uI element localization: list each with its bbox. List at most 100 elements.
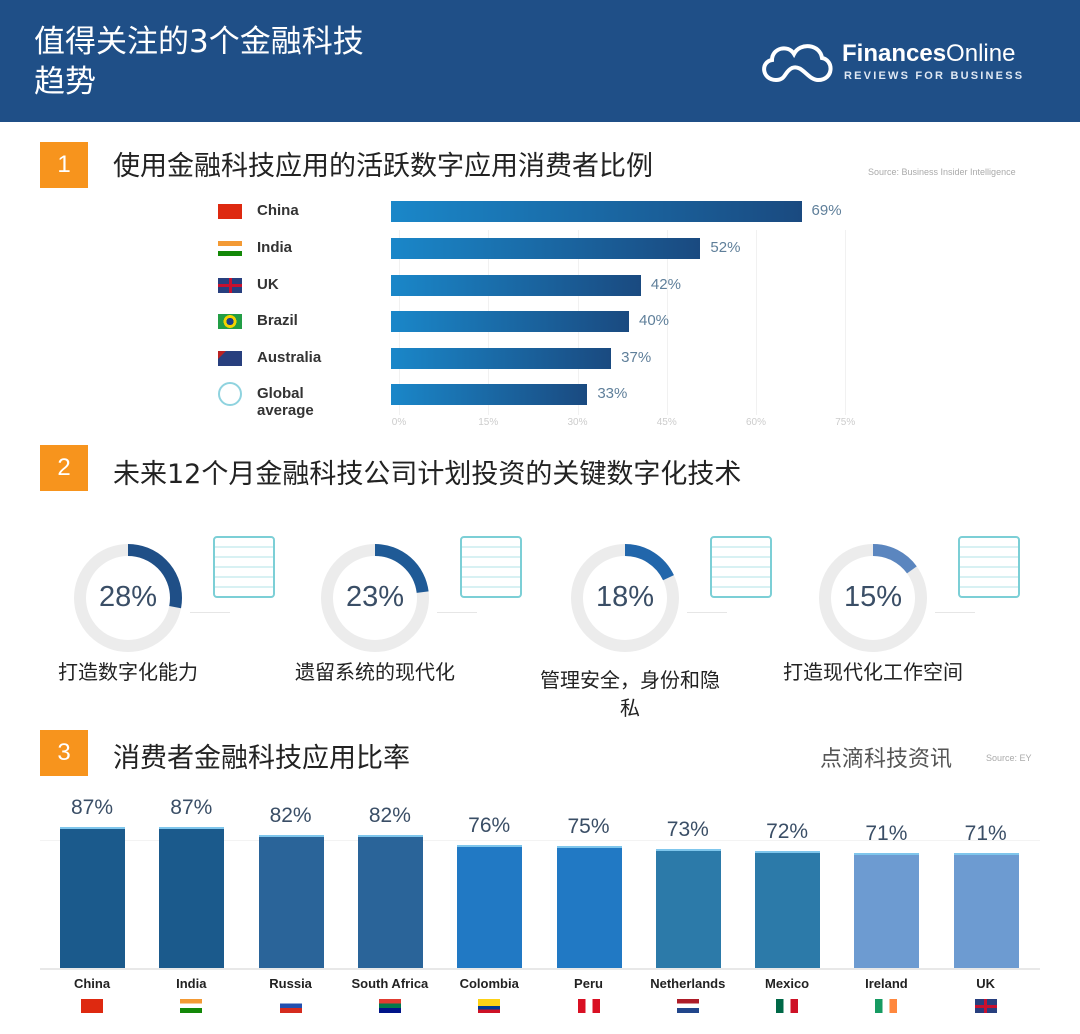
value-label: 82% (368, 803, 411, 827)
donut-caption: 打造数字化能力 (58, 660, 198, 684)
mexico-flag (776, 999, 799, 1013)
data-box-icon (213, 536, 275, 598)
value-label: 82% (269, 803, 312, 827)
uk-flag (974, 999, 997, 1013)
value-label: 87% (70, 795, 114, 819)
category-label: UK (257, 276, 279, 293)
connector-line (935, 612, 975, 613)
brazil-flag (218, 314, 242, 329)
logo-name-bold: Finances (842, 40, 947, 67)
peru-flag (577, 999, 600, 1013)
donut-caption: 打造现代化工作空间 (783, 660, 963, 684)
uk-flag (218, 278, 242, 293)
china-flag (81, 999, 103, 1013)
page-title: 值得关注的3个金融科技趋势 (34, 24, 364, 100)
smart-city-icon (958, 536, 1020, 598)
x-tick-label: 45% (656, 417, 677, 428)
category-label: Mexico (765, 976, 810, 991)
category-label: Netherlands (650, 976, 726, 991)
watermark: 点滴科技资讯 (820, 747, 953, 772)
scales-icon (460, 536, 522, 598)
donut-value: 28% (98, 581, 158, 613)
section-1-badge: 1 (40, 142, 88, 188)
section-2-badge: 2 (40, 445, 88, 491)
category-label: Russia (269, 976, 312, 991)
donut-value: 15% (843, 581, 903, 613)
x-tick-label: 60% (745, 417, 767, 428)
bar (755, 851, 821, 968)
value-label: 52% (710, 239, 741, 256)
category-label: Colombia (459, 976, 519, 991)
value-label: 40% (639, 312, 670, 329)
donut-value: 18% (595, 581, 655, 613)
china-flag (218, 204, 242, 219)
value-label: 75% (567, 815, 610, 839)
gridline (845, 230, 847, 415)
netherlands-flag (676, 999, 699, 1013)
section-1-title: 使用金融科技应用的活跃数字应用消费者比例 (113, 151, 653, 182)
bar (953, 852, 1019, 968)
bar (391, 238, 701, 259)
category-label: Global average (257, 385, 314, 419)
category-label: China (73, 976, 111, 991)
value-label: 37% (621, 349, 652, 366)
bar (258, 834, 324, 968)
section-3-badge: 3 (40, 730, 88, 776)
section-2-title: 未来12个月金融科技公司计划投资的关键数字化技术 (113, 459, 742, 490)
x-tick-label: 75% (835, 417, 856, 428)
donut-arc (819, 544, 927, 652)
value-label: 69% (811, 202, 842, 219)
donut-chart (74, 544, 182, 652)
connector-line (190, 612, 230, 613)
section-1-source: Source: Business Insider Intelligence (868, 167, 1016, 177)
x-tick-label: 15% (478, 417, 499, 428)
gridline (756, 230, 757, 415)
globe-icon (218, 382, 242, 406)
value-label: 71% (865, 821, 908, 845)
bar (60, 826, 125, 968)
x-tick-label: 30% (567, 417, 588, 428)
donut-arc (571, 544, 679, 652)
category-label: Australia (257, 349, 322, 366)
donut-caption: 管理安全，身份和隐私 (540, 668, 720, 720)
australia-flag (218, 351, 242, 366)
value-label: 87% (170, 795, 213, 819)
connector-line (437, 612, 477, 613)
donut-arc (74, 544, 182, 652)
lock-checklist-icon (710, 536, 772, 598)
bar (391, 201, 802, 222)
value-label: 72% (766, 820, 809, 843)
bar (655, 849, 721, 968)
category-label: UK (976, 976, 996, 991)
donut-arc (321, 544, 429, 652)
section-3-source: Source: EY (986, 753, 1032, 763)
donut-value: 23% (345, 581, 405, 613)
india-flag (218, 241, 242, 256)
bar (854, 852, 920, 968)
category-label: India (176, 976, 207, 991)
bar (159, 826, 225, 968)
bar (457, 844, 523, 968)
baseline (40, 968, 1040, 970)
financesonline-logo: FinancesOnline REVIEWS FOR BUSINESS (756, 38, 1046, 88)
x-tick-label: 0% (391, 417, 407, 428)
category-label: Peru (574, 976, 603, 991)
gridline (666, 230, 668, 415)
bar (391, 311, 629, 332)
logo-name-light: Online (946, 40, 1016, 67)
category-label: India (257, 239, 293, 256)
donut-chart (321, 544, 429, 652)
category-label: South Africa (351, 976, 429, 991)
cloud-logo-icon (762, 44, 833, 83)
bar (391, 275, 641, 296)
value-label: 71% (964, 821, 1007, 845)
colombia-flag (478, 999, 501, 1013)
gridline (40, 840, 1040, 841)
value-label: 73% (666, 818, 709, 842)
donut-chart (819, 544, 927, 652)
donut-caption: 遗留系统的现代化 (295, 660, 455, 684)
value-label: 42% (650, 276, 681, 293)
category-label: Ireland (865, 976, 908, 991)
value-label: 76% (468, 813, 511, 837)
value-label: 33% (597, 385, 628, 402)
